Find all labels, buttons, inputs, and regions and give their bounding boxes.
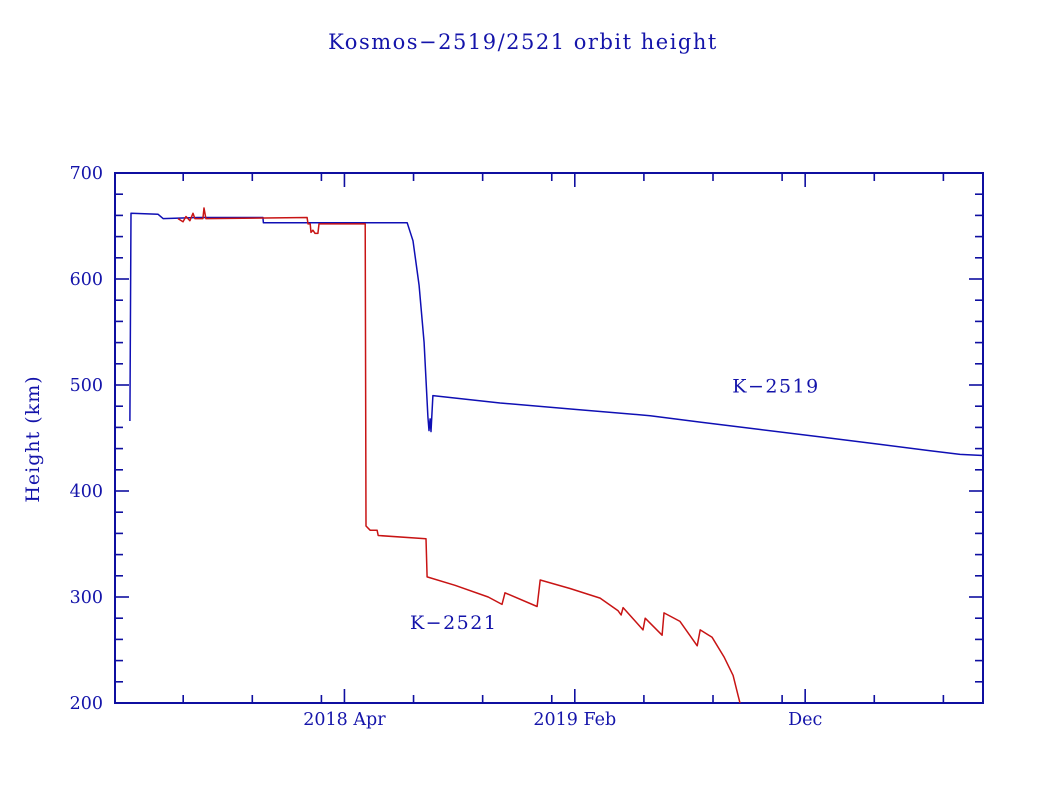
y-tick-label: 200 bbox=[70, 694, 103, 714]
series-line-k2521 bbox=[177, 207, 741, 704]
chart-title: Kosmos−2519/2521 orbit height bbox=[328, 30, 718, 54]
series-label-k2521: K−2521 bbox=[410, 612, 497, 634]
series-line-k2519 bbox=[129, 212, 984, 457]
series-label-k2519: K−2519 bbox=[732, 375, 819, 397]
y-tick-label: 600 bbox=[70, 270, 103, 290]
y-tick-label: 500 bbox=[70, 376, 103, 396]
x-tick-label: Dec bbox=[788, 710, 822, 730]
x-tick-label: 2018 Apr bbox=[303, 710, 386, 730]
y-tick-label: 400 bbox=[70, 482, 103, 502]
y-tick-label: 300 bbox=[70, 588, 103, 608]
y-axis-title: Height (km) bbox=[22, 375, 44, 503]
y-tick-label: 700 bbox=[70, 164, 103, 184]
axis-frame bbox=[114, 172, 984, 704]
x-tick-label: 2019 Feb bbox=[533, 710, 616, 730]
